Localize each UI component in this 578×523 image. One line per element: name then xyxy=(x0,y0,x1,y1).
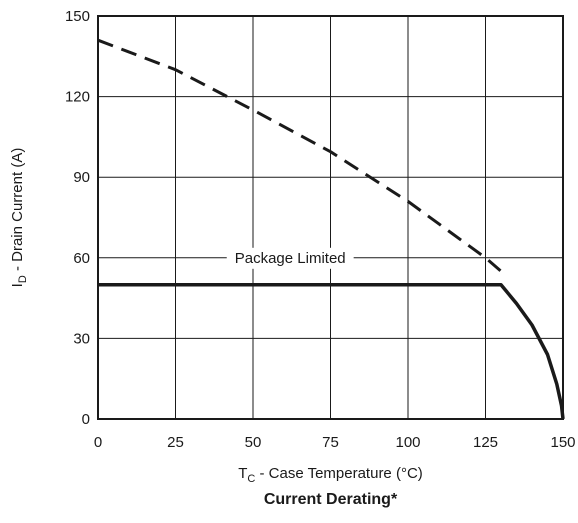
y-tick-label: 90 xyxy=(73,169,90,186)
annotation-layer: Package Limited xyxy=(226,247,354,269)
y-tick-label: 60 xyxy=(73,250,90,267)
series-layer xyxy=(97,38,565,420)
x-tick-label: 0 xyxy=(94,434,102,451)
y-tick-label: 120 xyxy=(65,89,90,106)
y-tick-label: 30 xyxy=(73,330,90,347)
plot-frame xyxy=(97,15,564,420)
x-axis-label: TC - Case Temperature (°C) xyxy=(238,465,423,485)
x-tick-label: 150 xyxy=(550,434,575,451)
x-tick-label: 75 xyxy=(322,434,339,451)
x-tick-label: 125 xyxy=(473,434,498,451)
y-tick-label: 0 xyxy=(82,411,90,428)
package-limited-label-bg xyxy=(226,247,354,269)
y-tick-labels: 0 30 60 90 120 150 xyxy=(65,8,90,428)
chart-title: Current Derating* xyxy=(264,491,398,508)
y-tick-label: 150 xyxy=(65,8,90,25)
dashed-curve xyxy=(97,38,502,273)
x-tick-labels: 0 25 50 75 100 125 150 xyxy=(94,434,576,451)
grid-lines xyxy=(97,15,564,420)
x-tick-label: 25 xyxy=(167,434,184,451)
x-tick-label: 50 xyxy=(245,434,262,451)
package-limited-label: Package Limited xyxy=(235,250,346,267)
package-limited-curve xyxy=(98,282,565,420)
x-tick-label: 100 xyxy=(395,434,420,451)
y-axis-label: ID - Drain Current (A) xyxy=(9,148,29,288)
